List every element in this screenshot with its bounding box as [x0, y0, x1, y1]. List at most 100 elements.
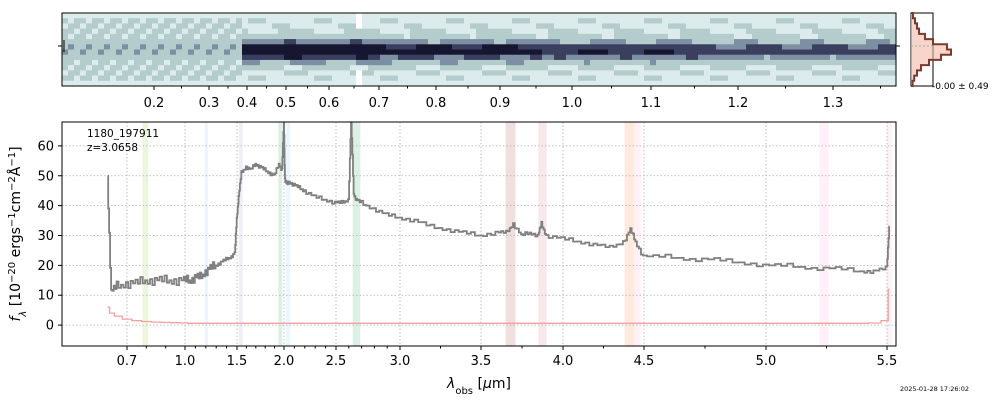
heatmap-cell — [776, 13, 783, 19]
heatmap-cell — [764, 44, 771, 50]
heatmap-cell — [110, 23, 117, 30]
heatmap-cell — [182, 39, 189, 45]
heatmap-cell — [104, 39, 111, 45]
heatmap-cell — [680, 18, 687, 24]
heatmap-cell — [758, 33, 765, 40]
heatmap-cell — [266, 13, 273, 19]
heatmap-cell — [146, 59, 153, 66]
heatmap-cell — [788, 18, 795, 24]
heatmap-cell — [398, 33, 405, 40]
heatmap-cell — [578, 54, 585, 61]
heatmap-cell — [314, 65, 321, 71]
heatmap-cell — [296, 28, 303, 35]
heatmap-cell — [692, 44, 699, 50]
heatmap-cell — [554, 33, 561, 40]
heatmap-cell — [854, 18, 861, 24]
heatmap-cell — [308, 49, 315, 56]
heatmap-cell — [242, 75, 249, 82]
heatmap-cell — [800, 75, 807, 82]
heatmap-cell — [716, 39, 723, 45]
heatmap-cell — [464, 75, 471, 82]
heatmap-cell — [764, 28, 771, 35]
heatmap-cell — [578, 23, 585, 30]
heatmap-cell — [164, 49, 171, 56]
heatmap-cell — [170, 13, 177, 19]
heatmap-cell — [620, 59, 627, 66]
heatmap-cell — [176, 39, 183, 45]
heatmap-cell — [404, 54, 411, 61]
two-d-tick-label: 0.8 — [426, 96, 447, 111]
heatmap-cell — [338, 49, 345, 56]
heatmap-cell — [482, 28, 489, 35]
heatmap-cell — [260, 18, 267, 24]
heatmap-cell — [494, 33, 501, 40]
heatmap-cell — [836, 80, 843, 86]
heatmap-cell — [698, 33, 705, 40]
heatmap-cell — [224, 23, 231, 30]
heatmap-cell — [362, 13, 369, 19]
heatmap-cell — [392, 49, 399, 56]
heatmap-cell — [416, 18, 423, 24]
line-bands — [142, 122, 892, 346]
heatmap-cell — [230, 23, 237, 30]
heatmap-cell — [554, 44, 561, 50]
heatmap-cell — [392, 13, 399, 19]
heatmap-cell — [458, 65, 465, 71]
heatmap-cell — [764, 65, 771, 71]
heatmap-cell — [572, 28, 579, 35]
heatmap-cell — [590, 33, 597, 40]
heatmap-cell — [650, 49, 657, 56]
heatmap-cell — [92, 44, 99, 50]
heatmap-cell — [122, 23, 129, 30]
heatmap-cell — [668, 49, 675, 56]
heatmap-cell — [86, 18, 93, 24]
heatmap-cell — [692, 59, 699, 66]
heatmap-cell — [536, 18, 543, 24]
heatmap-cell — [596, 70, 603, 77]
heatmap-cell — [794, 80, 801, 86]
heatmap-cell — [884, 23, 891, 30]
heatmap-cell — [542, 80, 549, 86]
heatmap-cell — [584, 70, 591, 77]
heatmap-cell — [422, 80, 429, 86]
heatmap-cell — [362, 39, 369, 45]
heatmap-cell — [860, 28, 867, 35]
heatmap-cell — [770, 33, 777, 40]
heatmap-cell — [848, 70, 855, 77]
heatmap-cell — [716, 70, 723, 77]
heatmap-cell — [632, 54, 639, 61]
heatmap-cell — [404, 23, 411, 30]
heatmap-cell — [338, 23, 345, 30]
heatmap-cell — [128, 70, 135, 77]
heatmap-cell — [740, 13, 747, 19]
heatmap-cell — [614, 39, 621, 45]
heatmap-cell — [254, 44, 261, 50]
heatmap-cell — [140, 18, 147, 24]
heatmap-cell — [110, 59, 117, 66]
heatmap-cell — [686, 33, 693, 40]
heatmap-cell — [380, 49, 387, 56]
heatmap-cell — [758, 54, 765, 61]
heatmap-cell — [350, 59, 357, 66]
heatmap-cell — [746, 18, 753, 24]
heatmap-cell — [452, 28, 459, 35]
heatmap-cell — [626, 23, 633, 30]
heatmap-cell — [344, 80, 351, 86]
heatmap-cell — [110, 13, 117, 19]
heatmap-cell — [272, 44, 279, 50]
heatmap-cell — [74, 75, 81, 82]
heatmap-cell — [728, 13, 735, 19]
heatmap-cell — [680, 39, 687, 45]
heatmap-cell — [212, 80, 219, 86]
heatmap-cell — [416, 70, 423, 77]
heatmap-cell — [86, 49, 93, 56]
heatmap-cell — [146, 70, 153, 77]
heatmap-cell — [104, 23, 111, 30]
heatmap-cell — [344, 75, 351, 82]
heatmap-cell — [488, 59, 495, 66]
heatmap-cell — [746, 54, 753, 61]
heatmap-cell — [788, 28, 795, 35]
heatmap-cell — [776, 23, 783, 30]
heatmap-cell — [782, 70, 789, 77]
heatmap-cell — [212, 13, 219, 19]
